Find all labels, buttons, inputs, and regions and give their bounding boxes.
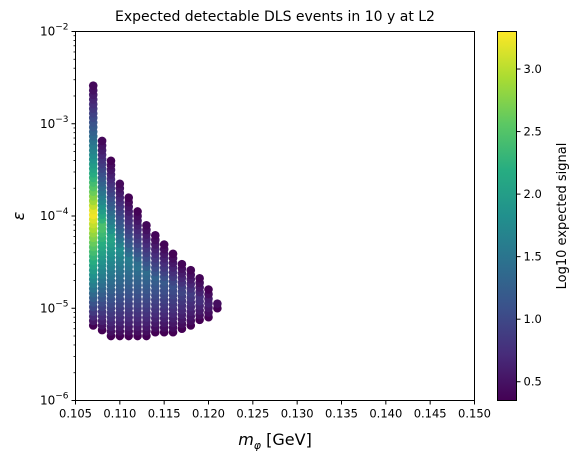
x-axis-label: mφ [GeV]	[238, 430, 312, 452]
colorbar-ticks: 0.5 1.0 1.5 2.0 2.5 3.0	[516, 62, 542, 389]
x-axis-label-sub: φ	[254, 439, 262, 452]
y-tick-label: 10−5	[40, 299, 69, 315]
x-axis-label-unit: [GeV]	[261, 430, 312, 449]
scatter-point	[204, 285, 213, 294]
scatter-point	[213, 299, 222, 308]
x-tick-label: 0.130	[281, 407, 314, 421]
scatter-point	[142, 221, 151, 230]
colorbar-tick-label: 1.0	[524, 312, 542, 326]
x-tick-label: 0.120	[192, 407, 225, 421]
x-tick-label: 0.140	[369, 407, 402, 421]
y-tick-label: 10−3	[40, 115, 69, 131]
scatter-point	[151, 231, 160, 240]
scatter-points	[88, 81, 222, 341]
colorbar	[497, 31, 517, 401]
scatter-point	[115, 179, 125, 189]
scatter-point	[106, 156, 116, 166]
scatter-point	[168, 249, 178, 259]
y-axis-label: ε	[9, 211, 28, 220]
scatter-point	[186, 265, 196, 275]
scatter-point	[88, 81, 98, 90]
scatter-point	[124, 193, 133, 202]
scatter-point	[159, 240, 169, 249]
scatter-point	[177, 259, 187, 269]
colorbar-label: Log10 expected signal	[555, 143, 570, 290]
x-axis-ticks: 0.105 0.110 0.115 0.120 0.125 0.130 0.135 0.140…	[59, 400, 491, 421]
chart-title: Expected detectable DLS events in 10 y a…	[115, 9, 435, 25]
scatter-point	[133, 207, 142, 216]
x-tick-label: 0.145	[414, 407, 447, 421]
colorbar-tick-label: 2.0	[524, 187, 542, 201]
y-axis-ticks: 10−6 10−5 10−4 10−3 10−2	[40, 23, 76, 408]
x-tick-label: 0.110	[103, 407, 136, 421]
scatter-point	[195, 273, 204, 283]
x-tick-label: 0.115	[148, 407, 181, 421]
y-tick-label: 10−4	[40, 207, 69, 223]
colorbar-tick-label: 2.5	[524, 125, 542, 139]
scatter-point	[97, 136, 107, 146]
colorbar-tick-label: 1.5	[524, 250, 542, 264]
x-tick-label: 0.125	[236, 407, 269, 421]
x-axis-label-main: m	[238, 430, 254, 449]
x-tick-label: 0.135	[325, 407, 358, 421]
y-tick-label: 10−2	[40, 23, 69, 39]
colorbar-tick-label: 0.5	[524, 375, 542, 389]
x-tick-label: 0.150	[458, 407, 491, 421]
x-tick-label: 0.105	[59, 407, 92, 421]
y-tick-label: 10−6	[40, 392, 69, 408]
colorbar-tick-label: 3.0	[524, 62, 542, 76]
